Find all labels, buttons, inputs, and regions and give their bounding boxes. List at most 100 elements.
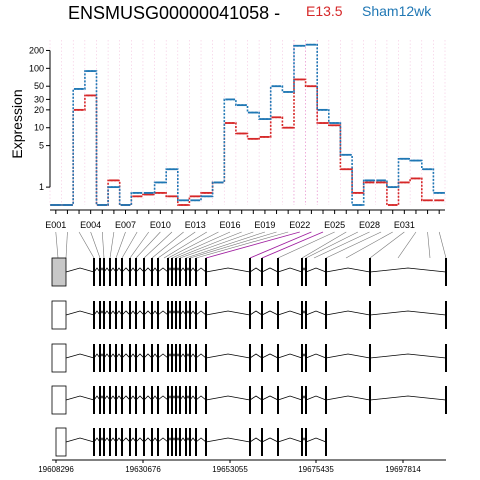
exon-link-line <box>369 231 405 259</box>
exon-bar <box>189 386 191 414</box>
exon-bar <box>167 301 169 329</box>
exon-link-line <box>427 231 431 259</box>
x-tick-label: E007 <box>115 220 136 230</box>
y-axis-label: Expression <box>9 89 25 158</box>
exon-bar <box>99 301 101 329</box>
exon-link-line <box>397 231 417 259</box>
exon-link-line <box>135 231 161 259</box>
x-tick-label: E028 <box>359 220 380 230</box>
intron-line <box>205 395 251 401</box>
exon-link-line <box>65 231 68 259</box>
intron-line <box>249 353 263 359</box>
intron-line <box>157 395 169 401</box>
intron-line <box>305 267 327 273</box>
x-tick-label: E025 <box>324 220 345 230</box>
exon-bar <box>249 258 251 286</box>
exon-bar <box>129 344 131 372</box>
exon-bar <box>93 428 95 456</box>
exon-bar <box>143 344 145 372</box>
first-exon-box <box>51 300 67 330</box>
exon-link-line <box>157 231 196 259</box>
exon-bar <box>195 258 197 286</box>
exon-bar <box>99 386 101 414</box>
exon-bar <box>143 301 145 329</box>
exon-link-line <box>151 231 184 259</box>
exon-bar <box>205 344 207 372</box>
exon-bar <box>249 301 251 329</box>
intron-line <box>205 437 251 443</box>
exon-bar <box>175 344 177 372</box>
exon-bar <box>93 301 95 329</box>
exon-bar <box>325 301 327 329</box>
intron-line <box>369 395 447 401</box>
exon-bar <box>115 428 117 456</box>
exon-link-line <box>179 231 254 259</box>
intron-line <box>65 395 95 401</box>
exon-bar <box>195 301 197 329</box>
y-tick-label: 200 <box>29 45 44 55</box>
coordinate-label: 19697814 <box>385 465 421 474</box>
exon-bar <box>171 344 173 372</box>
exon-bar <box>261 301 263 329</box>
exon-bar <box>103 258 105 286</box>
exon-bar <box>179 344 181 372</box>
exon-bar <box>175 428 177 456</box>
exon-bar <box>195 386 197 414</box>
intron-line <box>305 353 327 359</box>
exon-bar <box>171 428 173 456</box>
exon-link-line <box>109 231 115 259</box>
intron-line <box>135 353 145 359</box>
exon-link-line <box>185 231 266 259</box>
exon-bar <box>129 428 131 456</box>
exon-bar <box>103 386 105 414</box>
exon-bar <box>301 386 303 414</box>
exon-bar <box>325 344 327 372</box>
intron-line <box>157 267 169 273</box>
exon-bar <box>167 258 169 286</box>
intron-line <box>277 395 303 401</box>
exon-bar <box>121 428 123 456</box>
y-tick-label: 50 <box>34 81 44 91</box>
chart-title-gene: ENSMUSG00000041058 - <box>68 3 280 23</box>
intron-line <box>65 310 95 316</box>
coordinate-label: 19675435 <box>298 465 334 474</box>
exon-link-line <box>277 231 335 259</box>
chart-title-e13-5: E13.5 <box>306 3 343 19</box>
intron-line <box>195 395 207 401</box>
exon-bar <box>109 386 111 414</box>
exon-bar <box>93 344 95 372</box>
intron-line <box>261 267 279 273</box>
intron-line <box>261 395 279 401</box>
exon-link-line <box>115 231 126 259</box>
coordinate-label: 19630676 <box>125 465 161 474</box>
exon-link-line <box>345 231 393 259</box>
exon-bar <box>369 258 371 286</box>
intron-line <box>157 353 169 359</box>
exon-bar <box>135 428 137 456</box>
exon-bar <box>189 258 191 286</box>
exon-bar <box>151 344 153 372</box>
exon-link-line <box>313 231 370 259</box>
exon-bar <box>325 386 327 414</box>
exon-bar <box>325 428 327 456</box>
exon-bar <box>121 386 123 414</box>
exon-bar <box>277 386 279 414</box>
exon-bar <box>103 301 105 329</box>
exon-bar <box>205 428 207 456</box>
exon-bar <box>115 344 117 372</box>
intron-line <box>143 437 153 443</box>
exon-bar <box>167 386 169 414</box>
x-tick-label: E019 <box>254 220 275 230</box>
x-tick-label: E022 <box>289 220 310 230</box>
exon-bar <box>189 344 191 372</box>
exon-link-line <box>325 231 382 259</box>
exon-link-line <box>175 231 242 259</box>
y-tick-label: 30 <box>34 94 44 104</box>
exon-bar <box>261 344 263 372</box>
exon-bar <box>249 344 251 372</box>
exon-link-line <box>171 231 231 259</box>
exon-bar <box>179 386 181 414</box>
intron-line <box>205 353 251 359</box>
